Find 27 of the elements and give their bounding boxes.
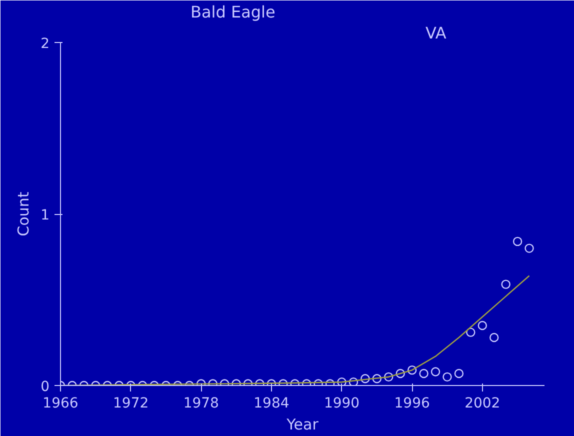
point (490, 332, 499, 342)
chart-title: Bald Eagle (190, 2, 276, 22)
y-tick-label: 0 (40, 379, 50, 395)
y-axis-title: Count (14, 192, 33, 236)
chart-subtitle: VA (426, 24, 446, 42)
point (478, 320, 487, 330)
y-tick-label: 1 (40, 208, 50, 224)
point (407, 365, 417, 375)
y-tick-label: 2 (40, 36, 50, 52)
point (430, 367, 440, 376)
point (454, 368, 464, 378)
x-tick-label: 2002 (464, 396, 500, 412)
x-tick-label: 1984 (254, 396, 290, 412)
point (337, 377, 346, 386)
x-tick-label: 1978 (183, 396, 219, 412)
x-tick-label: 1972 (113, 396, 149, 412)
point (501, 280, 510, 289)
point (396, 368, 405, 378)
point (419, 368, 428, 378)
point (348, 377, 358, 386)
point (466, 328, 476, 337)
point (524, 244, 534, 253)
x-tick-label: 1990 (324, 396, 360, 412)
x-axis-title: Year (286, 416, 320, 434)
x-tick-label: 1996 (394, 396, 430, 412)
x-tick-label: 1966 (42, 396, 78, 412)
point (512, 236, 522, 246)
